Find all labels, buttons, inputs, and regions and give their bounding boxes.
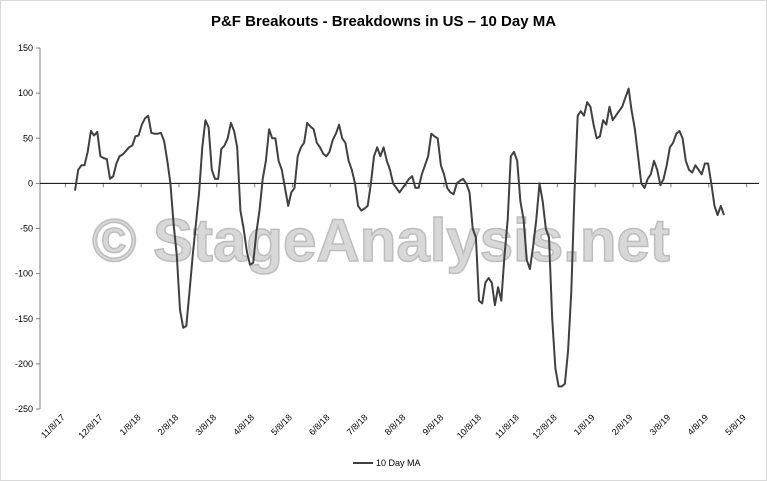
x-tick-label: 3/8/19 (648, 412, 673, 437)
x-tick-label: 2/8/18 (156, 412, 181, 437)
y-tick-label: 50 (23, 133, 33, 143)
y-tick-label: -200 (15, 359, 33, 369)
x-tick-label: 11/8/18 (493, 412, 521, 440)
series-line-10-day-ma (74, 87, 725, 388)
series-group (40, 87, 759, 388)
y-tick-label: -100 (15, 269, 33, 279)
legend: 10 Day MA (353, 458, 421, 468)
x-tick-label: 12/8/17 (76, 412, 104, 440)
x-tick-label: 3/8/18 (193, 412, 218, 437)
x-tick-label: 7/8/18 (345, 412, 370, 437)
x-tick-label: 11/8/17 (39, 412, 67, 440)
x-tick-label: 2/8/19 (610, 412, 635, 437)
watermark: © StageAnalysis.net (92, 207, 670, 274)
legend-label: 10 Day MA (376, 458, 421, 468)
y-tick-label: -50 (20, 224, 33, 234)
x-tick-label: 9/8/18 (421, 412, 446, 437)
x-tick-label: 1/8/19 (572, 412, 597, 437)
y-tick-label: -150 (15, 314, 33, 324)
x-tick-label: 5/8/19 (723, 412, 748, 437)
x-tick-label: 1/8/18 (118, 412, 143, 437)
chart-title: P&F Breakouts - Breakdowns in US – 10 Da… (210, 13, 557, 30)
x-tick-label: 6/8/18 (307, 412, 332, 437)
x-tick-label: 4/8/19 (685, 412, 710, 437)
y-tick-label: 100 (18, 88, 33, 98)
x-tick-label: 4/8/18 (231, 412, 256, 437)
y-tick-label: 150 (18, 43, 33, 53)
x-tick-label: 12/8/18 (531, 412, 559, 440)
x-tick-label: 5/8/18 (269, 412, 294, 437)
y-axis-ticks: 150 100 50 0 -50 -100 -150 -200 -250 (15, 43, 40, 414)
x-tick-label: 8/8/18 (383, 412, 408, 437)
y-tick-label: 0 (28, 178, 33, 188)
y-tick-label: -250 (15, 404, 33, 414)
x-tick-label: 10/8/18 (455, 412, 483, 440)
